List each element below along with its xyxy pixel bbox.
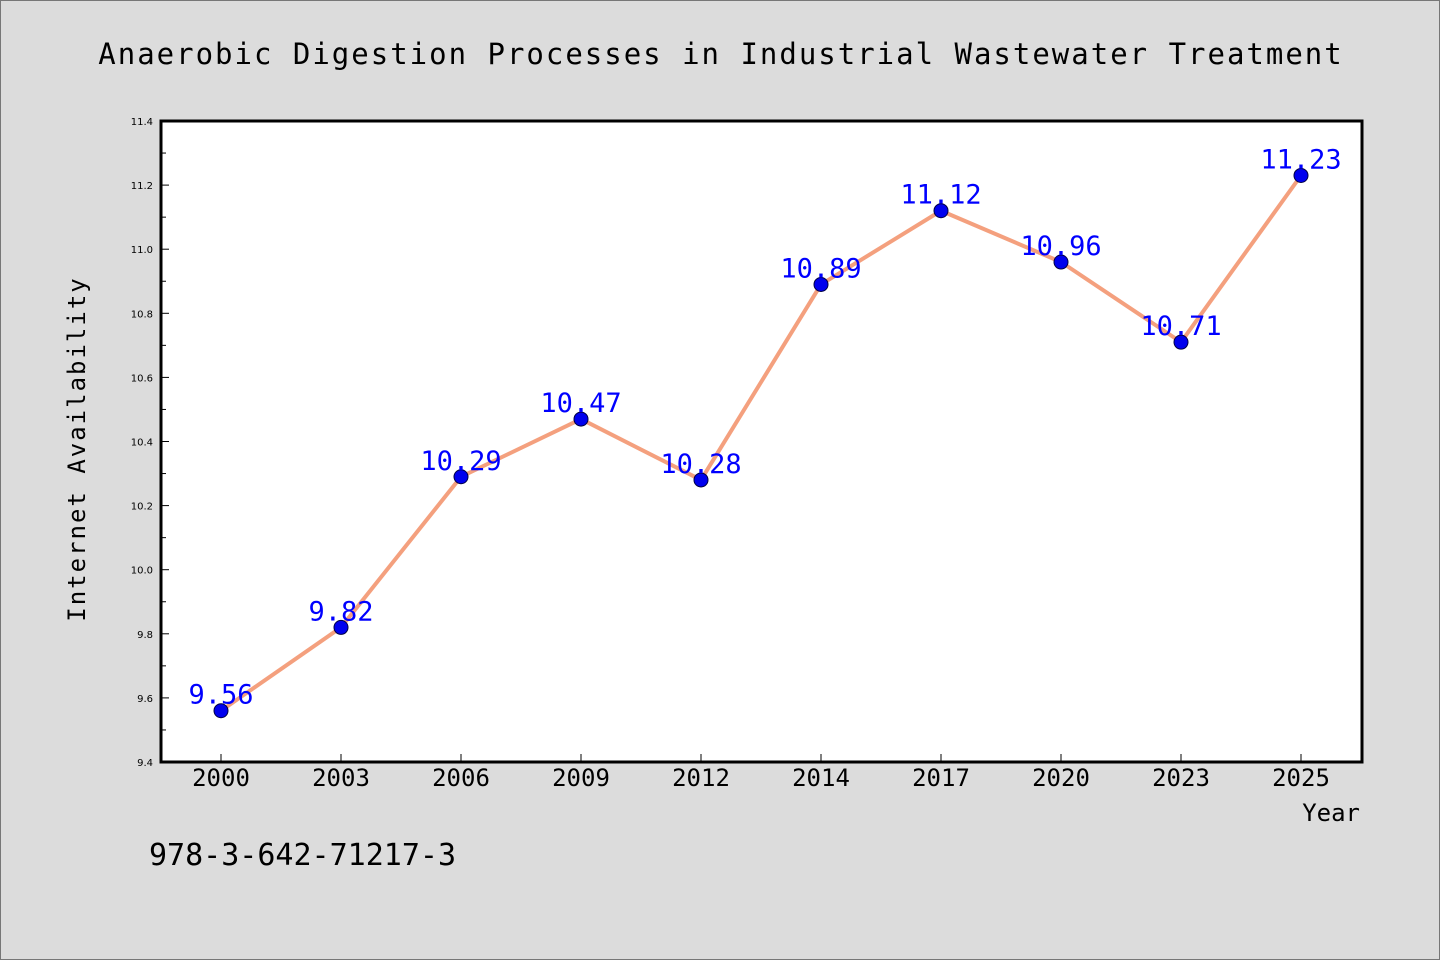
x-tick-label: 2000: [192, 764, 250, 792]
data-point: [573, 411, 589, 427]
x-tick-label: 2025: [1272, 764, 1330, 792]
data-point: [693, 472, 709, 488]
data-point: [1293, 167, 1309, 183]
data-point: [813, 276, 829, 292]
x-tick-label: 2006: [432, 764, 490, 792]
data-label: 9.56: [188, 680, 253, 711]
y-tick-label: 11.0: [131, 245, 153, 256]
isbn-text: 978-3-642-71217-3: [149, 838, 456, 873]
data-label: 10.29: [420, 446, 501, 477]
y-tick-label: 10.4: [131, 438, 153, 449]
y-tick-label: 10.6: [131, 373, 153, 384]
y-axis-label: Internet Availability: [63, 276, 91, 621]
plot-area: [159, 119, 1364, 764]
y-tick-label: 10.0: [131, 566, 153, 577]
y-tick-label: 10.2: [131, 502, 153, 513]
y-tick-label: 11.4: [131, 117, 153, 128]
data-label: 10.71: [1140, 311, 1221, 342]
data-point: [333, 619, 349, 635]
data-label: 11.23: [1260, 144, 1341, 175]
x-tick-label: 2023: [1152, 764, 1210, 792]
data-point: [213, 703, 229, 719]
data-label: 10.96: [1020, 231, 1101, 262]
y-tick-label: 9.8: [137, 630, 153, 641]
y-tick-label: 9.6: [137, 694, 153, 705]
data-point: [1053, 254, 1069, 270]
x-tick-label: 2009: [552, 764, 610, 792]
y-tick-label: 11.2: [131, 181, 153, 192]
chart-title: Anaerobic Digestion Processes in Industr…: [98, 37, 1343, 71]
y-tick-label: 9.4: [137, 758, 153, 769]
series-group: 9.56 9.82 10.29 10.47 10.28 10.89 11.12 10.96 10…: [188, 144, 1342, 719]
data-label: 11.12: [900, 180, 981, 211]
x-tick-label: 2020: [1032, 764, 1090, 792]
data-label: 10.28: [660, 449, 741, 480]
data-point: [933, 203, 949, 219]
data-label: 9.82: [308, 596, 373, 627]
data-point: [1173, 334, 1189, 350]
x-tick-label: 2003: [312, 764, 370, 792]
data-label: 10.47: [540, 388, 621, 419]
y-axis: 9.4 9.6 9.8 10.0 10.2 10.4 10.6 10.8 11.0 11.2 11.…: [131, 117, 169, 769]
x-axis-label: Year: [1302, 799, 1360, 827]
series-line: [219, 173, 1303, 713]
x-tick-label: 2014: [792, 764, 850, 792]
data-label: 10.89: [780, 253, 861, 284]
data-point: [453, 469, 469, 485]
x-tick-label: 2017: [912, 764, 970, 792]
x-axis: 2000 2003 2006 2009 2012 2014 2017 2020 2023 2025: [192, 754, 1330, 792]
y-tick-label: 10.8: [131, 309, 153, 320]
x-tick-label: 2012: [672, 764, 730, 792]
